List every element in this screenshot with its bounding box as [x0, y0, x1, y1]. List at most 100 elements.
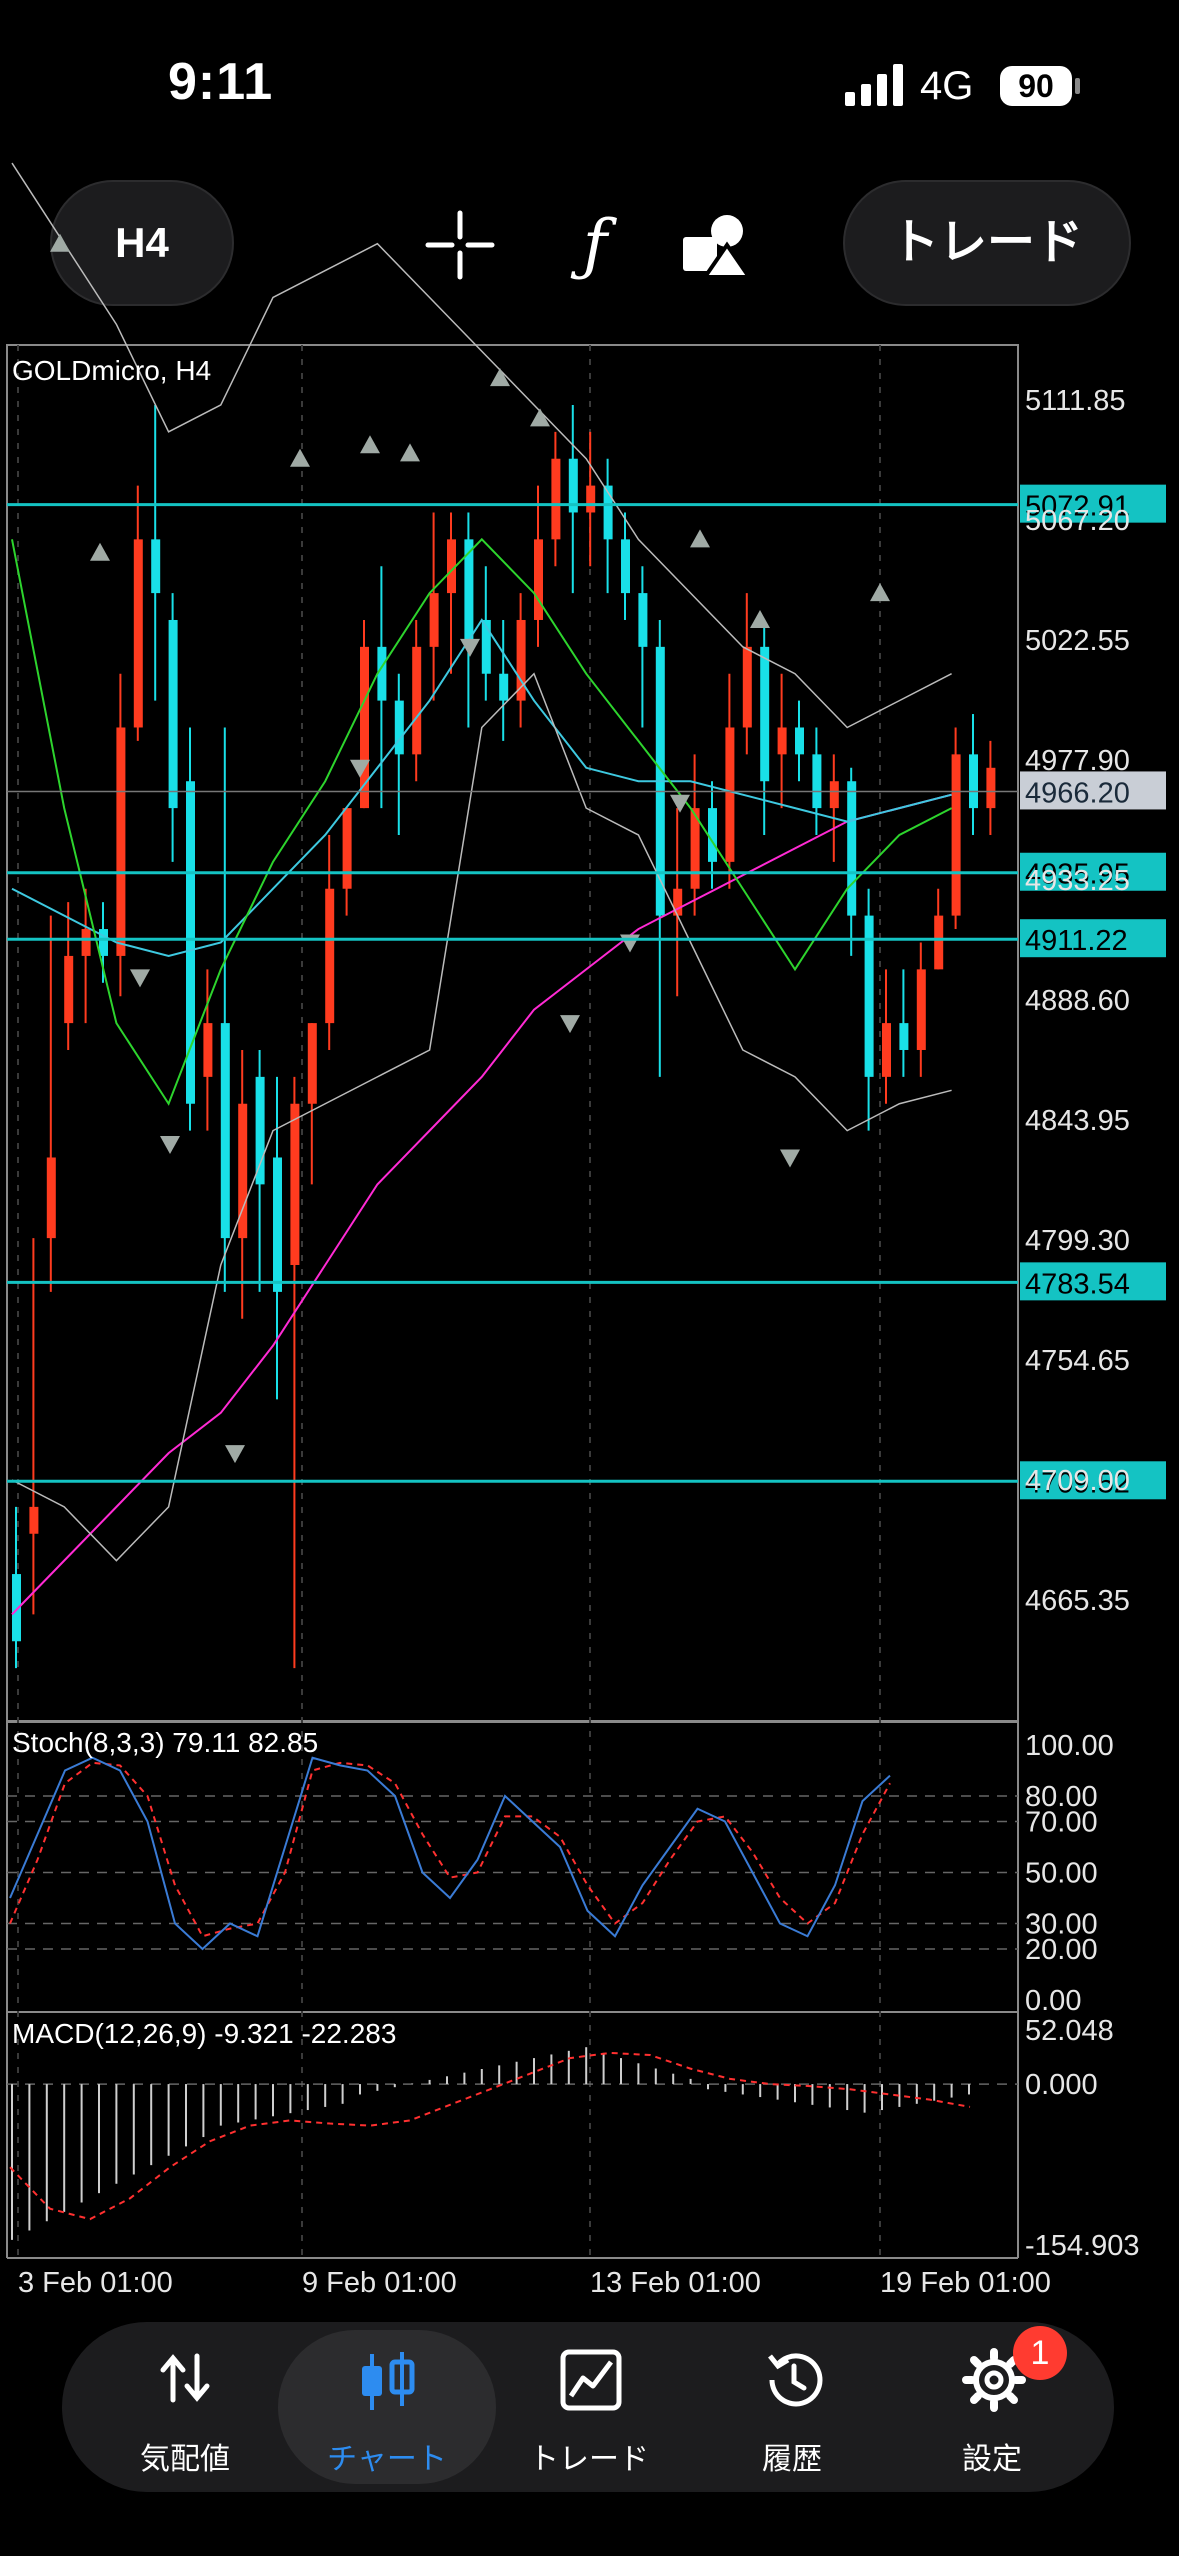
- up-arrow-signal: [290, 448, 310, 467]
- bollinger-upper: [11, 162, 952, 729]
- objects-shapes-icon[interactable]: [675, 205, 755, 285]
- price-tick-label: 4754.65: [1025, 1345, 1130, 1377]
- candle-body: [29, 1506, 39, 1534]
- candle-body: [742, 646, 752, 728]
- level-price-box: [1020, 484, 1166, 523]
- price-tick-label: 4799.30: [1025, 1225, 1130, 1257]
- candle-body: [708, 808, 717, 862]
- stoch-level-label: 0.00: [1025, 1985, 1081, 2017]
- candle-body: [412, 646, 422, 755]
- price-tick-label: 4933.25: [1025, 865, 1130, 897]
- candle-body: [46, 1157, 56, 1239]
- nav-quotes[interactable]: 気配値: [85, 2322, 285, 2492]
- candle-body: [847, 781, 857, 916]
- candle-body: [638, 593, 648, 647]
- candle-body: [203, 1023, 213, 1077]
- nav-trade[interactable]: トレード: [489, 2322, 689, 2492]
- up-arrow-signal: [400, 443, 420, 462]
- price-tick-label: 4843.95: [1025, 1105, 1130, 1137]
- price-tick-label: 5067.20: [1025, 505, 1130, 537]
- stoch-level-label: 70.00: [1025, 1807, 1098, 1839]
- candle-body: [690, 808, 700, 889]
- nav-label: 気配値: [140, 2443, 230, 2476]
- level-price-box: [1020, 852, 1166, 891]
- quotes-arrows-icon: [160, 2353, 210, 2403]
- down-arrow-signal: [780, 1149, 800, 1168]
- candle-body: [64, 955, 74, 1024]
- current-price-label: 4966.20: [1025, 777, 1130, 809]
- level-price-label: 4935.95: [1025, 859, 1130, 891]
- time-label: 19 Feb 01:00: [880, 2267, 1051, 2299]
- timeframe-button[interactable]: H4: [50, 180, 234, 306]
- candle-body: [99, 929, 108, 956]
- bollinger-lower: [11, 672, 952, 1562]
- time-label: 9 Feb 01:00: [302, 2267, 457, 2299]
- candle-body: [534, 539, 543, 620]
- signal-icon: [845, 64, 903, 106]
- candle-body: [934, 915, 944, 970]
- fast-ma-line: [11, 537, 953, 1106]
- candle-body: [273, 1157, 282, 1292]
- crosshair-icon[interactable]: [420, 205, 500, 285]
- candle-body: [255, 1076, 265, 1185]
- nav-label: トレード: [529, 2443, 649, 2476]
- level-price-box: [1020, 1262, 1166, 1301]
- moving-average-line: [11, 793, 952, 1616]
- price-axis: 5111.85 5067.20 5022.55 4977.90 4933.25 4888.…: [1025, 385, 1130, 1617]
- up-arrow-signal: [490, 368, 510, 387]
- candle-body: [760, 646, 770, 782]
- price-tick-label: 5022.55: [1025, 625, 1130, 657]
- overlay-lines: [11, 162, 953, 1616]
- status-time: 9:11: [168, 53, 274, 111]
- candle-body: [568, 458, 578, 513]
- up-arrow-signal: [870, 583, 890, 602]
- up-arrow-signal: [530, 408, 550, 427]
- candle-body: [220, 1023, 230, 1239]
- nav-settings[interactable]: 設定: [892, 2322, 1092, 2492]
- down-arrow-signal: [350, 759, 370, 778]
- stoch-level-label: 20.00: [1025, 1934, 1098, 1966]
- level-price-box: [1020, 919, 1166, 958]
- stoch-level-label: 100.00: [1025, 1730, 1114, 1762]
- indicator-function-icon[interactable]: ƒ: [582, 206, 608, 283]
- price-chart[interactable]: 5072.91 4935.95 4911.22 4783.54 4709.52 4966.…: [0, 0, 1179, 2300]
- up-arrow-signal: [50, 233, 70, 252]
- trade-button[interactable]: トレード: [843, 180, 1131, 306]
- candle-body: [882, 1023, 891, 1077]
- candle-body: [447, 539, 456, 594]
- nav-label: 履歴: [762, 2443, 822, 2476]
- nav-history[interactable]: 履歴: [692, 2322, 892, 2492]
- candle-body: [986, 767, 996, 809]
- candle-body: [342, 808, 352, 889]
- down-arrow-signal: [620, 934, 640, 953]
- macd-level-label: 0.000: [1025, 2069, 1098, 2101]
- level-price-label: 5072.91: [1025, 491, 1130, 523]
- candle-body: [464, 539, 474, 647]
- price-tick-label: 5111.85: [1025, 385, 1126, 417]
- down-arrow-signal: [560, 1015, 580, 1034]
- stoch-d-line: [9, 1761, 891, 1938]
- history-clock-icon: [768, 2353, 823, 2407]
- candle-body: [899, 1023, 909, 1050]
- candle-body: [151, 539, 161, 594]
- candlestick-chart-icon: [362, 2352, 415, 2410]
- candle-body: [969, 754, 978, 809]
- nav-label: 設定: [962, 2443, 1022, 2476]
- stoch-level-label: 30.00: [1025, 1909, 1098, 1941]
- ema-line: [11, 618, 952, 957]
- stoch-level-label: 50.00: [1025, 1858, 1098, 1890]
- candle-body: [307, 1023, 317, 1104]
- down-arrow-signal: [460, 638, 480, 657]
- candle-body: [951, 754, 961, 916]
- up-arrow-signal: [90, 542, 110, 561]
- level-price-label: 4783.54: [1025, 1268, 1130, 1300]
- current-price-box: [1020, 771, 1166, 810]
- bottom-navigation: 気配値 チャート トレード 履歴: [62, 2322, 1114, 2492]
- candle-body: [516, 619, 526, 701]
- up-arrow-signal: [360, 435, 380, 454]
- nav-chart[interactable]: チャート: [278, 2330, 496, 2484]
- candle-body: [673, 888, 683, 916]
- symbol-title: GOLDmicro, H4: [12, 355, 211, 386]
- candle-body: [864, 915, 874, 1077]
